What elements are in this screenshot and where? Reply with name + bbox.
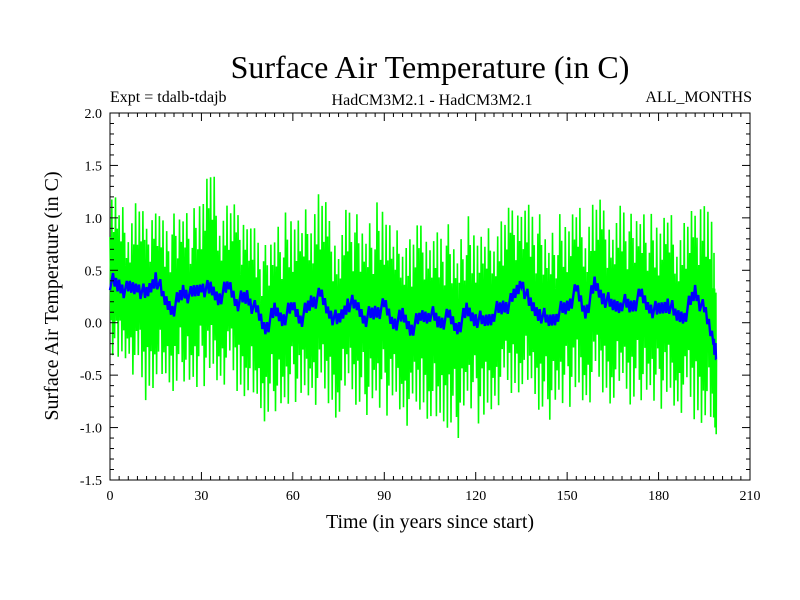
x-tick-label: 150 xyxy=(557,489,578,504)
y-tick-label: 2.0 xyxy=(85,107,103,122)
y-tick-label: -1.5 xyxy=(80,474,102,489)
x-tick-label: 180 xyxy=(648,489,669,504)
y-tick-label: -1.0 xyxy=(80,422,102,437)
x-tick-label: 30 xyxy=(194,489,208,504)
x-tick-label: 0 xyxy=(107,489,114,504)
series-monthly-line xyxy=(109,176,718,439)
chart-title: Surface Air Temperature (in C) xyxy=(231,49,630,85)
y-tick-label: 0.0 xyxy=(85,317,103,332)
subtitle-right: ALL_MONTHS xyxy=(645,89,752,106)
x-tick-label: 90 xyxy=(377,489,391,504)
y-tick-label: 0.5 xyxy=(85,264,103,279)
y-axis-label: Surface Air Temperature (in C) xyxy=(41,171,63,420)
x-axis: 0 30 60 90 120 150 180 210 xyxy=(107,113,761,504)
x-tick-label: 120 xyxy=(465,489,486,504)
y-tick-label: 1.0 xyxy=(85,212,103,227)
x-tick-label: 60 xyxy=(286,489,300,504)
x-tick-label: 210 xyxy=(740,489,761,504)
y-tick-label: -0.5 xyxy=(80,369,102,384)
series-smoothed-line xyxy=(108,272,718,361)
y-axis: -1.5 -1.0 -0.5 0.0 0.5 1.0 1.5 2.0 xyxy=(80,107,750,489)
plot-area xyxy=(108,112,751,481)
subtitle-left: Expt = tdalb-tdajb xyxy=(110,89,227,106)
y-tick-label: 1.5 xyxy=(85,159,103,174)
subtitle-center: HadCM3M2.1 - HadCM3M2.1 xyxy=(332,92,533,109)
x-axis-label: Time (in years since start) xyxy=(326,511,534,533)
